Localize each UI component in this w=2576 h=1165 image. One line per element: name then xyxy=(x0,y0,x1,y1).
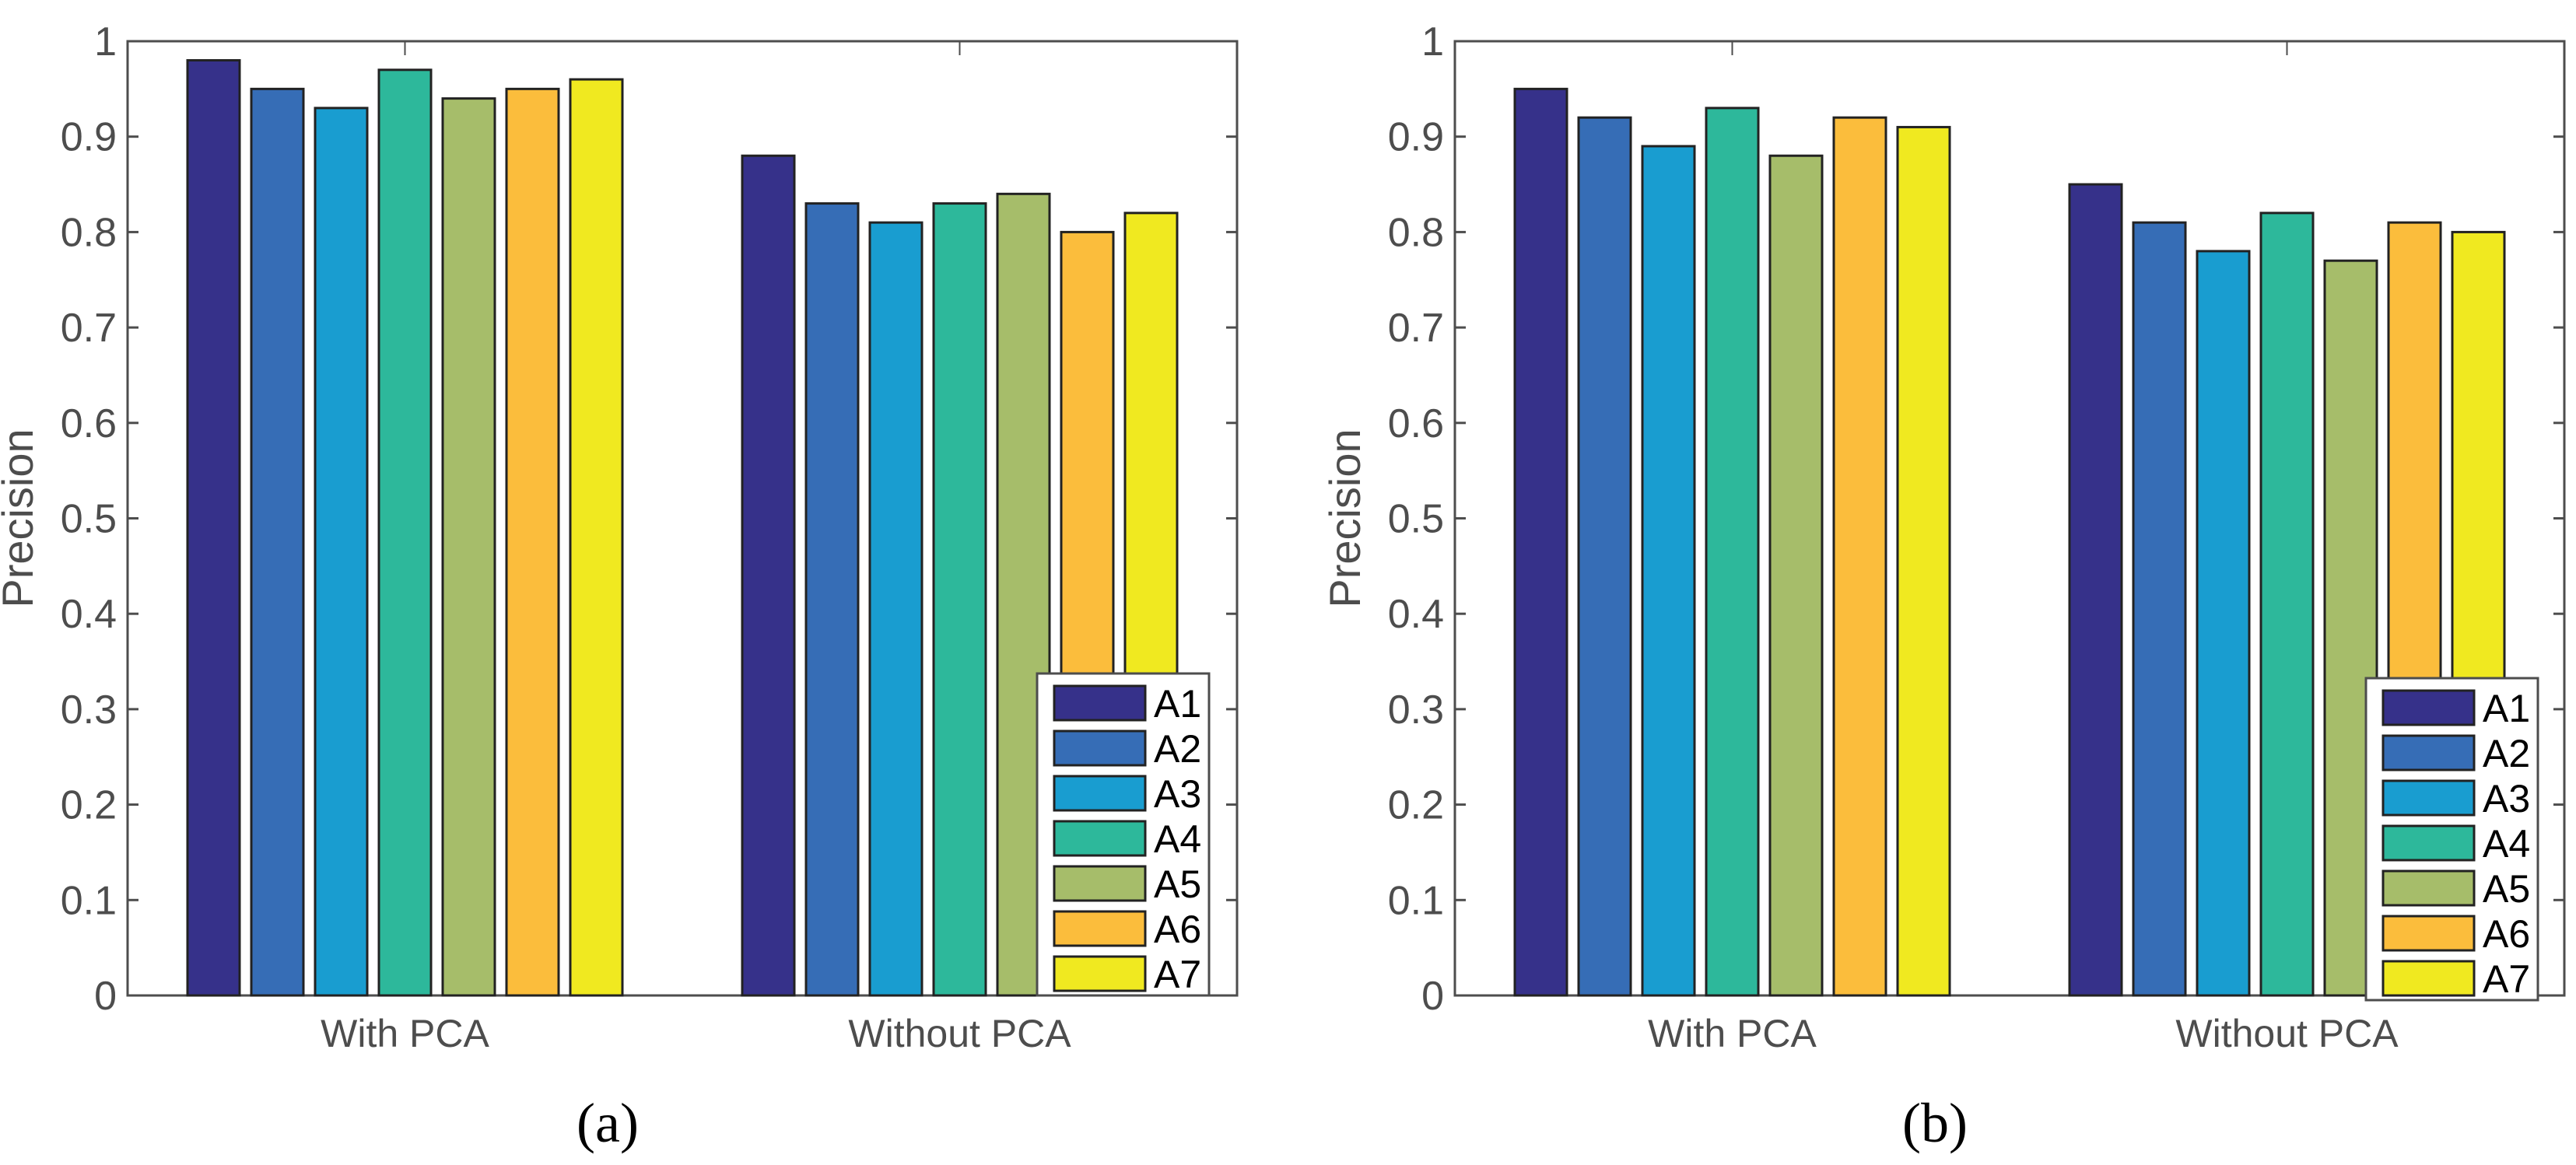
legend-swatch-a1 xyxy=(1053,684,1147,722)
bar-a3 xyxy=(2196,250,2251,997)
bar-a4 xyxy=(2259,212,2315,997)
bar-a3 xyxy=(314,107,369,997)
y-tick-label: 0 xyxy=(94,974,117,1019)
x-tick-label: Without PCA xyxy=(2175,1012,2399,1055)
y-tick-label: 0.8 xyxy=(1388,210,1444,255)
legend-label: A4 xyxy=(1154,817,1201,861)
subfigure-caption: (b) xyxy=(1902,1092,1968,1154)
bar-a6 xyxy=(505,87,560,997)
y-tick-label: 0.8 xyxy=(61,210,117,255)
y-tick-label: 0.3 xyxy=(61,687,117,733)
y-tick-label: 0.5 xyxy=(61,497,117,542)
legend-label: A6 xyxy=(2483,912,2530,956)
legend-swatch-a5 xyxy=(1053,865,1147,902)
bar-a3 xyxy=(1641,145,1696,997)
y-tick-label: 1 xyxy=(1421,19,1444,65)
bar-a7 xyxy=(1896,125,1951,997)
y-tick-label: 0.2 xyxy=(1388,783,1444,828)
bar-a5 xyxy=(1768,154,1824,997)
legend-label: A5 xyxy=(1154,862,1201,906)
y-tick-label: 0.7 xyxy=(1388,306,1444,351)
bar-a2 xyxy=(2132,221,2187,997)
bar-a4 xyxy=(377,68,433,997)
legend-label: A3 xyxy=(2483,777,2530,820)
legend-swatch-a2 xyxy=(1053,729,1147,767)
y-tick-label: 0.3 xyxy=(1388,687,1444,733)
legend-label: A6 xyxy=(1154,908,1201,951)
legend-label: A5 xyxy=(2483,867,2530,911)
legend-label: A2 xyxy=(1154,727,1201,771)
bar-a2 xyxy=(1577,116,1632,997)
y-tick-label: 0.4 xyxy=(1388,592,1444,637)
x-tick-label: Without PCA xyxy=(848,1012,1071,1055)
legend-swatch-a7 xyxy=(2381,960,2476,997)
legend-swatch-a6 xyxy=(2381,915,2476,952)
y-tick-label: 0.1 xyxy=(61,878,117,923)
bar-a4 xyxy=(932,202,987,997)
x-tick-label: With PCA xyxy=(1648,1012,1817,1055)
y-tick-label: 1 xyxy=(94,19,117,65)
legend-label: A1 xyxy=(1154,682,1201,726)
chart-a: 0 0.1 0.2 0.3 0.4 0.5 0.6 0.7 0.8 0.9 1 Precision Wi… xyxy=(0,19,1239,1154)
bar-a2 xyxy=(250,87,305,997)
bar-a5 xyxy=(441,97,496,997)
bar-a1 xyxy=(186,59,241,997)
bar-a7 xyxy=(569,78,624,997)
y-axis-label: Precision xyxy=(0,429,42,607)
bar-a1 xyxy=(741,154,796,997)
legend-label: A7 xyxy=(2483,957,2530,1001)
y-tick-label: 0.1 xyxy=(1388,878,1444,923)
y-tick-label: 0.2 xyxy=(61,783,117,828)
y-tick-label: 0 xyxy=(1421,974,1444,1019)
y-tick-label: 0.6 xyxy=(1388,401,1444,446)
bar-a6 xyxy=(1832,116,1887,997)
subfigure-caption: (a) xyxy=(577,1092,639,1154)
bar-a3 xyxy=(868,221,924,997)
y-tick-label: 0.7 xyxy=(61,306,117,351)
bar-a1 xyxy=(2068,183,2123,997)
bar-a4 xyxy=(1705,107,1760,997)
y-tick-label: 0.6 xyxy=(61,401,117,446)
legend-swatch-a4 xyxy=(2381,824,2476,862)
legend-label: A1 xyxy=(2483,687,2530,730)
chart-b: 0 0.1 0.2 0.3 0.4 0.5 0.6 0.7 0.8 0.9 1 Precision Wi… xyxy=(1320,19,2566,1154)
bar-a2 xyxy=(804,202,860,997)
y-tick-label: 0.5 xyxy=(1388,497,1444,542)
legend-swatch-a2 xyxy=(2381,734,2476,771)
legend-label: A7 xyxy=(1154,953,1201,996)
y-tick-label: 0.9 xyxy=(1388,115,1444,160)
legend-swatch-a4 xyxy=(1053,820,1147,857)
legend-swatch-a3 xyxy=(1053,775,1147,812)
legend-swatch-a6 xyxy=(1053,910,1147,947)
legend-swatch-a1 xyxy=(2381,689,2476,726)
bar-a1 xyxy=(1513,87,1568,997)
legend-label: A3 xyxy=(1154,772,1201,816)
legend-swatch-a7 xyxy=(1053,955,1147,992)
legend-label: A2 xyxy=(2483,732,2530,775)
legend-swatch-a3 xyxy=(2381,779,2476,817)
x-tick-label: With PCA xyxy=(321,1012,489,1055)
y-tick-label: 0.9 xyxy=(61,115,117,160)
legend-label: A4 xyxy=(2483,822,2530,866)
y-tick-label: 0.4 xyxy=(61,592,117,637)
y-axis-label: Precision xyxy=(1320,429,1369,607)
legend-swatch-a5 xyxy=(2381,869,2476,907)
